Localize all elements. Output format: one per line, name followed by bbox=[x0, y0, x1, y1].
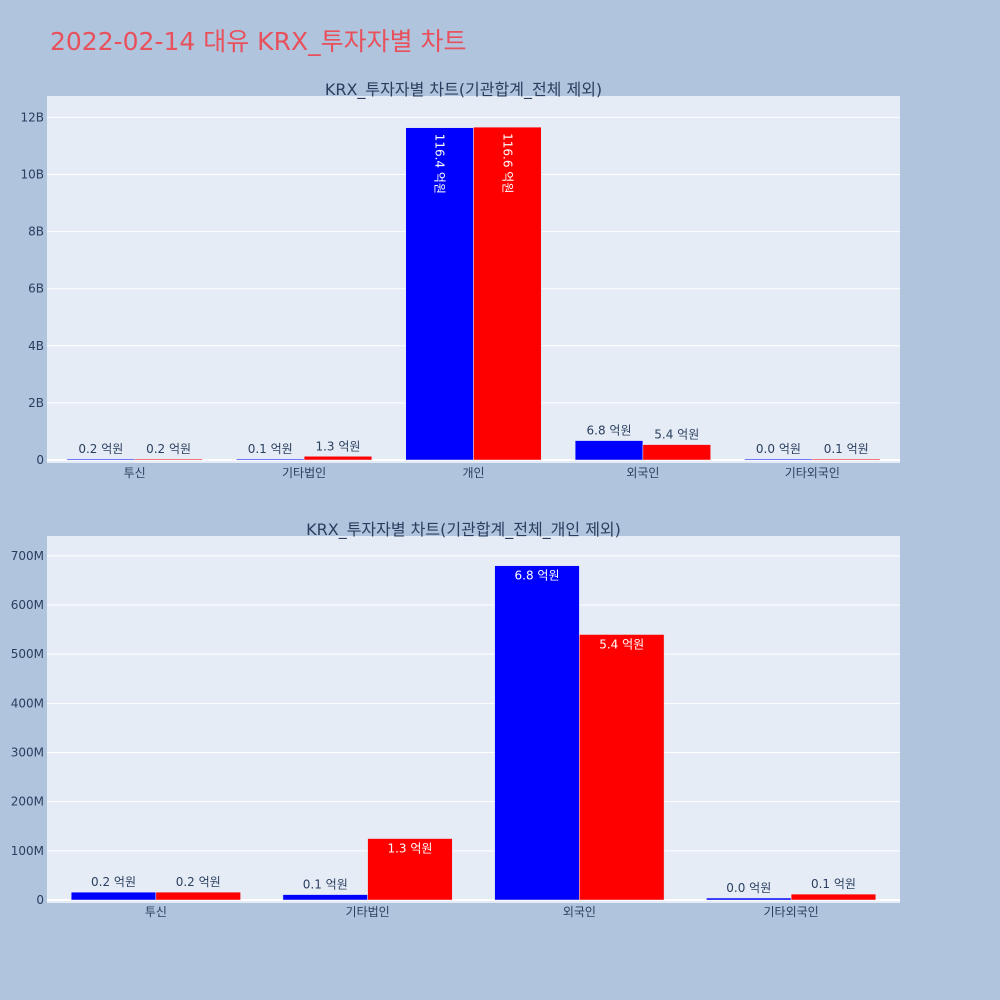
bar bbox=[642, 444, 711, 461]
bar bbox=[303, 456, 373, 461]
x-tick-label: 기타법인 bbox=[346, 905, 390, 919]
y-tick-label: 6B bbox=[28, 282, 44, 296]
y-tick-label: 100M bbox=[11, 844, 44, 858]
y-tick-label: 12B bbox=[20, 110, 44, 124]
data-label: 0.1 억원 bbox=[248, 442, 293, 456]
data-label: 0.1 억원 bbox=[811, 877, 856, 891]
page-title: 2022-02-14 대유 KRX_투자자별 차트 bbox=[50, 27, 467, 56]
y-tick-label: 0 bbox=[36, 893, 44, 907]
chart-title: KRX_투자자별 차트(기관합계_전체 제외) bbox=[325, 80, 602, 100]
data-label: 0.2 억원 bbox=[78, 442, 123, 456]
x-tick-label: 투신 bbox=[145, 905, 167, 919]
y-tick-label: 2B bbox=[28, 396, 44, 410]
data-label: 0.2 억원 bbox=[146, 442, 191, 456]
plot-area bbox=[47, 536, 900, 903]
data-label: 5.4 억원 bbox=[654, 428, 699, 442]
bar bbox=[812, 458, 881, 461]
data-label: 0.1 억원 bbox=[303, 878, 348, 892]
bar bbox=[367, 838, 453, 901]
bar bbox=[706, 897, 792, 901]
data-label: 0.0 억원 bbox=[756, 442, 801, 456]
bar bbox=[494, 565, 580, 901]
chart-top: KRX_투자자별 차트(기관합계_전체 제외) 0 2B 4B 6B 8B 10B 12B 투신… bbox=[20, 80, 900, 480]
data-label: 6.8 억원 bbox=[515, 569, 560, 583]
y-tick-label: 200M bbox=[11, 795, 44, 809]
y-tick-label: 300M bbox=[11, 746, 44, 760]
x-tick-label: 외국인 bbox=[563, 905, 596, 919]
y-tick-label: 500M bbox=[11, 647, 44, 661]
chart-title: KRX_투자자별 차트(기관합계_전체_개인 제외) bbox=[306, 520, 621, 540]
x-tick-label: 외국인 bbox=[626, 466, 659, 480]
data-label: 0.2 억원 bbox=[176, 875, 221, 889]
bar bbox=[579, 634, 665, 901]
x-tick-label: 투신 bbox=[124, 466, 146, 480]
data-label: 116.4 억원 bbox=[433, 134, 447, 194]
bar bbox=[155, 891, 241, 901]
x-tick-label: 기타법인 bbox=[282, 466, 326, 480]
data-label: 0.0 억원 bbox=[726, 881, 771, 895]
bar bbox=[282, 894, 368, 901]
x-tick-label: 기타외국인 bbox=[764, 905, 819, 919]
bar bbox=[790, 893, 877, 901]
y-tick-label: 600M bbox=[11, 598, 44, 612]
data-label: 6.8 억원 bbox=[587, 424, 632, 438]
x-tick-label: 기타외국인 bbox=[785, 466, 840, 480]
data-label: 1.3 억원 bbox=[387, 842, 432, 856]
data-label: 0.1 억원 bbox=[824, 442, 869, 456]
y-tick-label: 700M bbox=[11, 549, 44, 563]
x-tick-label: 개인 bbox=[462, 466, 484, 480]
y-tick-label: 10B bbox=[20, 168, 44, 182]
bar bbox=[473, 126, 542, 461]
y-tick-label: 400M bbox=[11, 696, 44, 710]
data-label: 0.2 억원 bbox=[91, 875, 136, 889]
data-label: 5.4 억원 bbox=[599, 638, 644, 652]
bar bbox=[134, 458, 203, 461]
data-label: 116.6 억원 bbox=[500, 133, 514, 193]
bar bbox=[70, 891, 157, 901]
data-label: 1.3 억원 bbox=[315, 439, 360, 453]
y-tick-label: 4B bbox=[28, 339, 44, 353]
y-tick-label: 8B bbox=[28, 225, 44, 239]
y-tick-label: 0 bbox=[36, 453, 44, 467]
